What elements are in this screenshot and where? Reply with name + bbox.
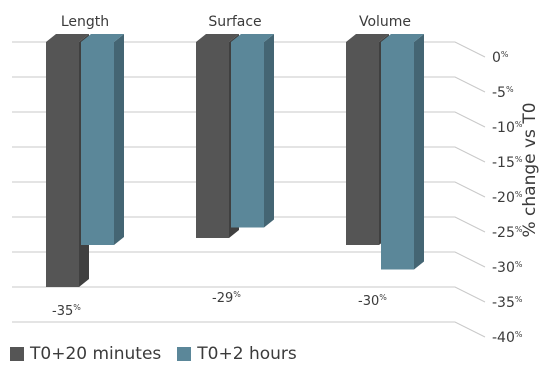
- y-tick-label: -15%: [492, 155, 523, 171]
- y-tick-label: -5%: [492, 85, 514, 101]
- y-tick-label: -25%: [492, 225, 523, 241]
- category-label: Volume: [359, 14, 411, 30]
- gridline: [12, 251, 486, 268]
- bar: [381, 34, 424, 270]
- y-tick-label: -40%: [492, 330, 523, 346]
- category-label: Surface: [208, 14, 261, 30]
- data-label: -29%: [212, 290, 241, 306]
- category-label: Length: [61, 14, 109, 30]
- legend-item-series-2: T0+2 hours: [177, 344, 297, 364]
- gridline: [12, 76, 486, 93]
- gridlines: [12, 41, 486, 338]
- bar: [81, 34, 124, 245]
- bars: [46, 34, 424, 287]
- gridline: [12, 41, 486, 58]
- data-label: -30%: [358, 293, 387, 309]
- legend-label-series-1: T0+20 minutes: [30, 344, 162, 364]
- legend-label-series-2: T0+2 hours: [197, 344, 297, 364]
- gridline: [12, 216, 486, 233]
- y-tick-label: 0%: [492, 50, 509, 66]
- bar: [231, 34, 274, 228]
- gridline: [12, 321, 486, 338]
- gridline: [12, 181, 486, 198]
- y-tick-labels: 0% -5% -10% -15% -20% -25% -30% -35% -40%: [492, 50, 523, 346]
- category-labels: Length Surface Volume: [61, 14, 411, 30]
- data-labels: -35% -29% -30%: [52, 290, 387, 319]
- gridline: [12, 111, 486, 128]
- legend-swatch-series-1: [10, 347, 24, 361]
- y-tick-label: -35%: [492, 295, 523, 311]
- gridline: [12, 286, 486, 303]
- legend-swatch-series-2: [177, 347, 192, 361]
- y-axis-label: % change vs T0: [520, 102, 540, 238]
- y-tick-label: -20%: [492, 190, 523, 206]
- legend: T0+20 minutes T0+2 hours: [10, 344, 297, 364]
- y-tick-label: -10%: [492, 120, 523, 136]
- data-label: -35%: [52, 303, 81, 319]
- legend-item-series-1: T0+20 minutes: [10, 344, 161, 364]
- gridline: [12, 146, 486, 163]
- y-tick-label: -30%: [492, 260, 523, 276]
